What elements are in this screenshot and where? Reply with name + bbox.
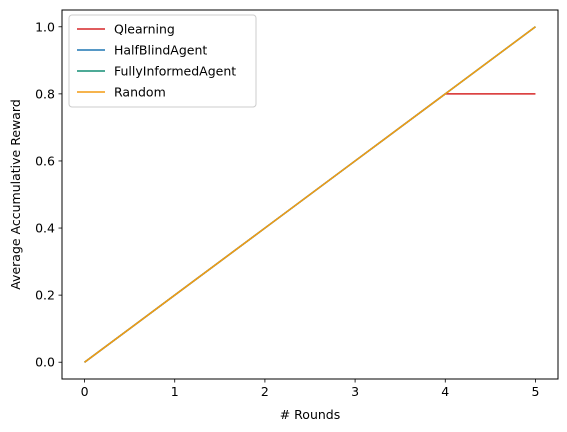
x-tick-label: 1 [171,384,179,399]
legend-label: Random [114,85,166,100]
y-tick-label: 0.0 [35,355,55,370]
x-tick-label: 0 [81,384,89,399]
legend-label: HalfBlindAgent [114,43,207,58]
y-tick-label: 1.0 [35,19,55,34]
x-tick-label: 3 [351,384,359,399]
legend-item: Qlearning [77,22,175,37]
y-axis-ticks: 0.0 0.2 0.4 0.6 0.8 1.0 [35,19,62,370]
x-axis-ticks: 0 1 2 3 4 5 [81,379,539,399]
legend-box [68,14,257,108]
x-tick-label: 4 [441,384,449,399]
x-axis-label: # Rounds [280,407,341,422]
legend: Qlearning HalfBlindAgent FullyInformedAgen… [68,14,257,108]
plot-frame [61,9,559,380]
series-line-qlearning [84,93,536,363]
x-tick-label: 2 [261,384,269,399]
y-tick-label: 0.8 [35,86,55,101]
y-axis-label: Average Accumulative Reward [8,99,23,290]
x-tick-label: 5 [531,384,539,399]
legend-item: FullyInformedAgent [77,64,236,79]
legend-label: FullyInformedAgent [114,64,236,79]
y-tick-label: 0.2 [35,288,55,303]
legend-item: HalfBlindAgent [77,43,207,58]
y-tick-label: 0.6 [35,153,55,168]
series-line-random [84,26,536,363]
y-tick-label: 0.4 [35,221,55,236]
series-layer [84,26,536,363]
legend-item: Random [77,85,166,100]
legend-label: Qlearning [114,22,175,37]
